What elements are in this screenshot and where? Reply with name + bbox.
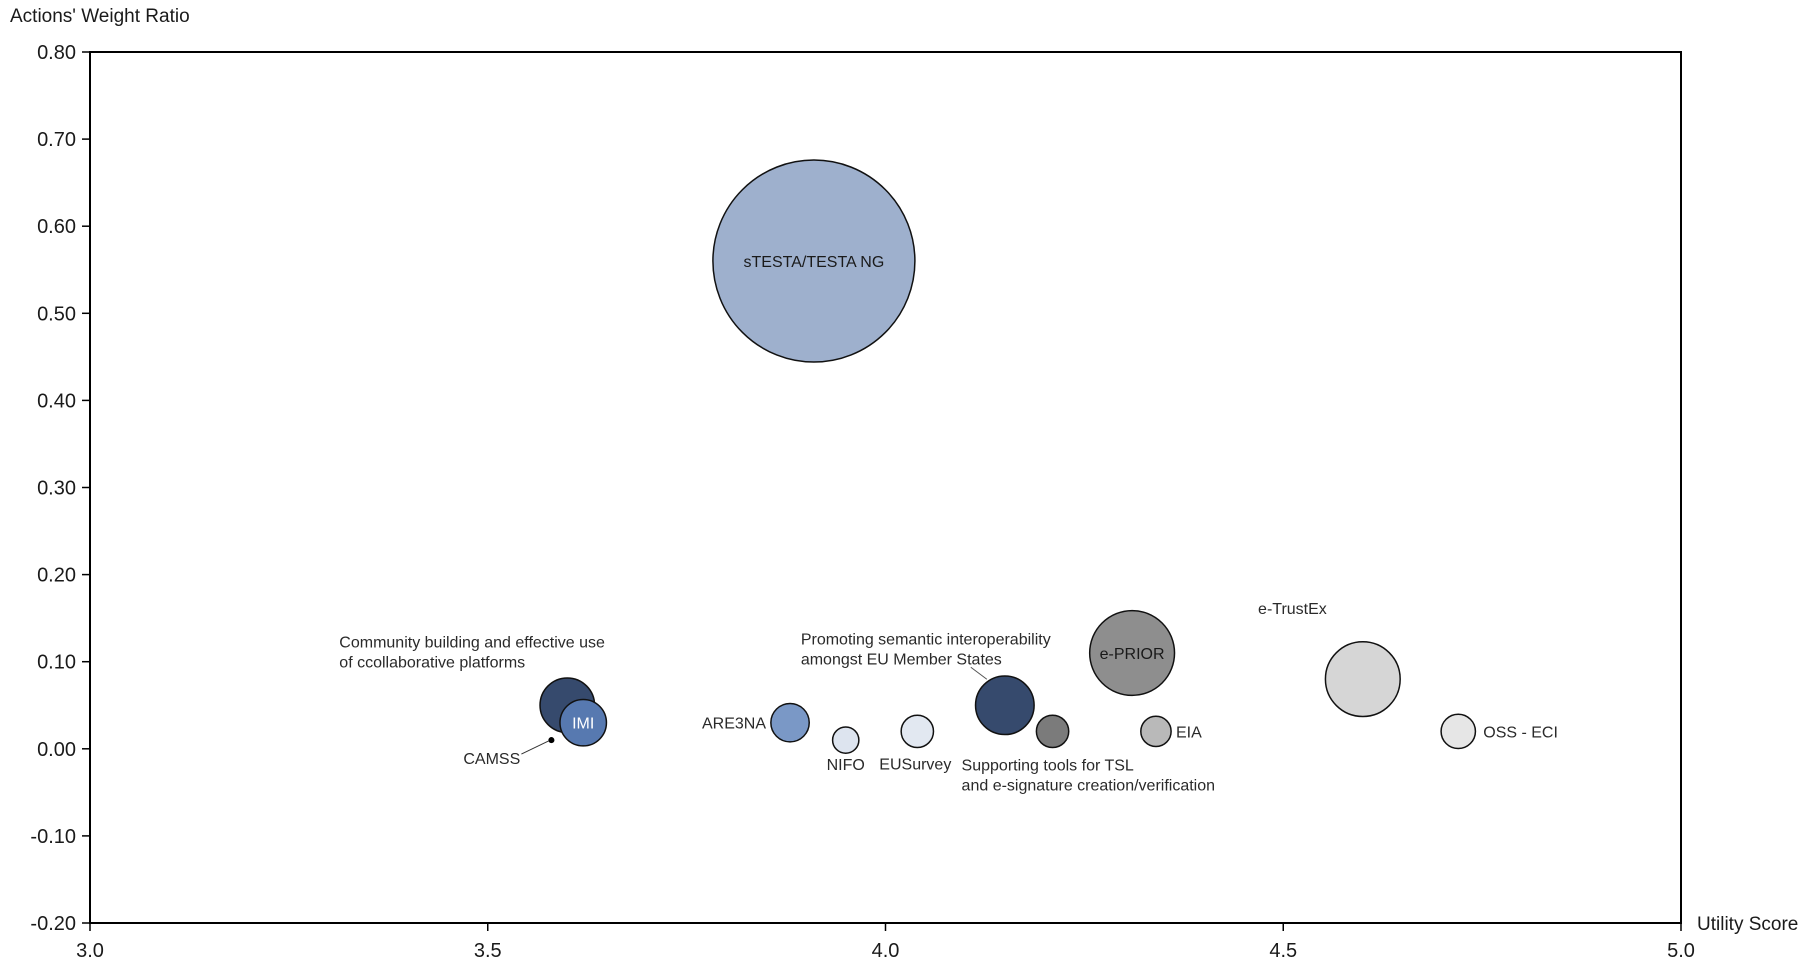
y-tick-label: 0.00	[37, 739, 76, 761]
bubble-label-camss: CAMSS	[463, 751, 520, 768]
bubble-tsl	[1035, 714, 1070, 749]
axis-ticks: -0.20 -0.10 0.00 0.10 0.20 0.30 0.40 0.50 0.60 0.…	[30, 42, 1695, 962]
plot-area	[89, 51, 1682, 924]
y-tick-label: -0.10	[30, 826, 76, 848]
bubble-label-nifo: NIFO	[827, 757, 865, 774]
y-tick-label: 0.70	[37, 129, 76, 151]
bubble-label-tsl: Supporting tools for TSL and e-signature …	[962, 757, 1215, 794]
bubble-label-ossc: OSS - ECI	[1483, 724, 1558, 741]
bubble-semantic	[974, 675, 1035, 736]
bubble-etrustex	[1324, 641, 1401, 718]
x-tick-label: 3.5	[474, 940, 502, 962]
y-tick-label: 0.50	[37, 303, 76, 325]
y-tick-label: 0.40	[37, 390, 76, 412]
bubble-label-are3na: ARE3NA	[702, 716, 766, 733]
y-tick-label: 0.60	[37, 216, 76, 238]
x-tick-label: 4.0	[872, 940, 900, 962]
bubbles	[539, 159, 1477, 754]
y-tick-label: 0.80	[37, 42, 76, 64]
bubble-labels: sTESTA/TESTA NG Community building and ef…	[339, 254, 1558, 794]
bubble-nifo	[831, 726, 860, 754]
bubble-label-imi: IMI	[572, 716, 594, 733]
bubble-ossc	[1440, 713, 1477, 750]
bubble-label-eia: EIA	[1176, 724, 1202, 741]
y-tick-label: 0.30	[37, 478, 76, 500]
leader-line-semantic	[970, 666, 988, 680]
bubble-label-etrustex: e-TrustEx	[1258, 601, 1327, 618]
bubble-eusurvey	[900, 714, 935, 749]
bubble-eprior	[1088, 609, 1176, 697]
bubble-are3na	[770, 702, 810, 743]
x-tick-label: 4.5	[1269, 940, 1297, 962]
bubble-imi	[559, 698, 608, 747]
bubble-camss	[548, 737, 555, 744]
bubble-label-community: Community building and effective use of c…	[339, 634, 605, 671]
y-tick-label: 0.10	[37, 652, 76, 674]
bubble-label-eprior: e-PRIOR	[1100, 646, 1165, 663]
bubble-label-semantic: Promoting semantic interoperability among…	[801, 631, 1051, 668]
bubble-label-stesta: sTESTA/TESTA NG	[744, 254, 885, 271]
bubble-stesta	[712, 159, 916, 363]
leader-line-camss	[521, 740, 549, 755]
bubble-label-eusurvey: EUSurvey	[879, 756, 951, 773]
x-tick-label: 3.0	[76, 940, 104, 962]
y-tick-label: -0.20	[30, 913, 76, 935]
y-axis-title: Actions' Weight Ratio	[10, 6, 190, 27]
x-axis-title: Utility Score	[1697, 914, 1798, 935]
x-tick-label: 5.0	[1667, 940, 1695, 962]
bubble-eia	[1140, 715, 1172, 748]
y-tick-label: 0.20	[37, 565, 76, 587]
